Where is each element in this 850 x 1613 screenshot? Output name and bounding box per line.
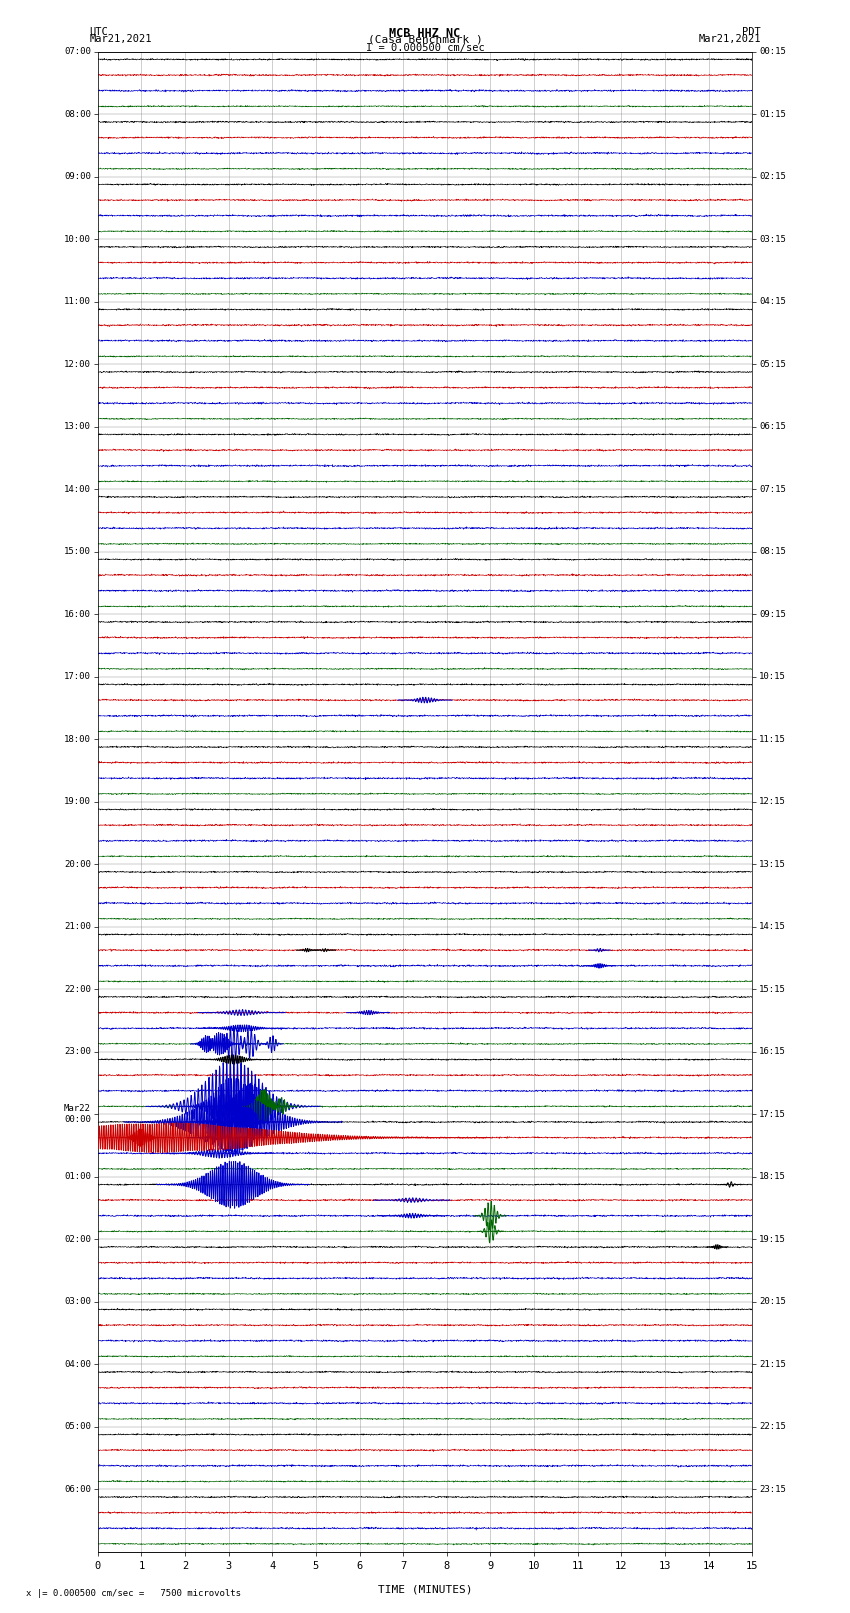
Text: PDT: PDT: [742, 26, 761, 37]
X-axis label: TIME (MINUTES): TIME (MINUTES): [377, 1584, 473, 1595]
Text: Mar21,2021: Mar21,2021: [698, 34, 761, 44]
Text: (Casa Benchmark ): (Casa Benchmark ): [367, 35, 483, 45]
Text: I = 0.000500 cm/sec: I = 0.000500 cm/sec: [366, 44, 484, 53]
Text: MCB HHZ NC: MCB HHZ NC: [389, 26, 461, 40]
Text: Mar21,2021: Mar21,2021: [89, 34, 152, 44]
Text: UTC: UTC: [89, 26, 108, 37]
Text: x |= 0.000500 cm/sec =   7500 microvolts: x |= 0.000500 cm/sec = 7500 microvolts: [26, 1589, 241, 1598]
